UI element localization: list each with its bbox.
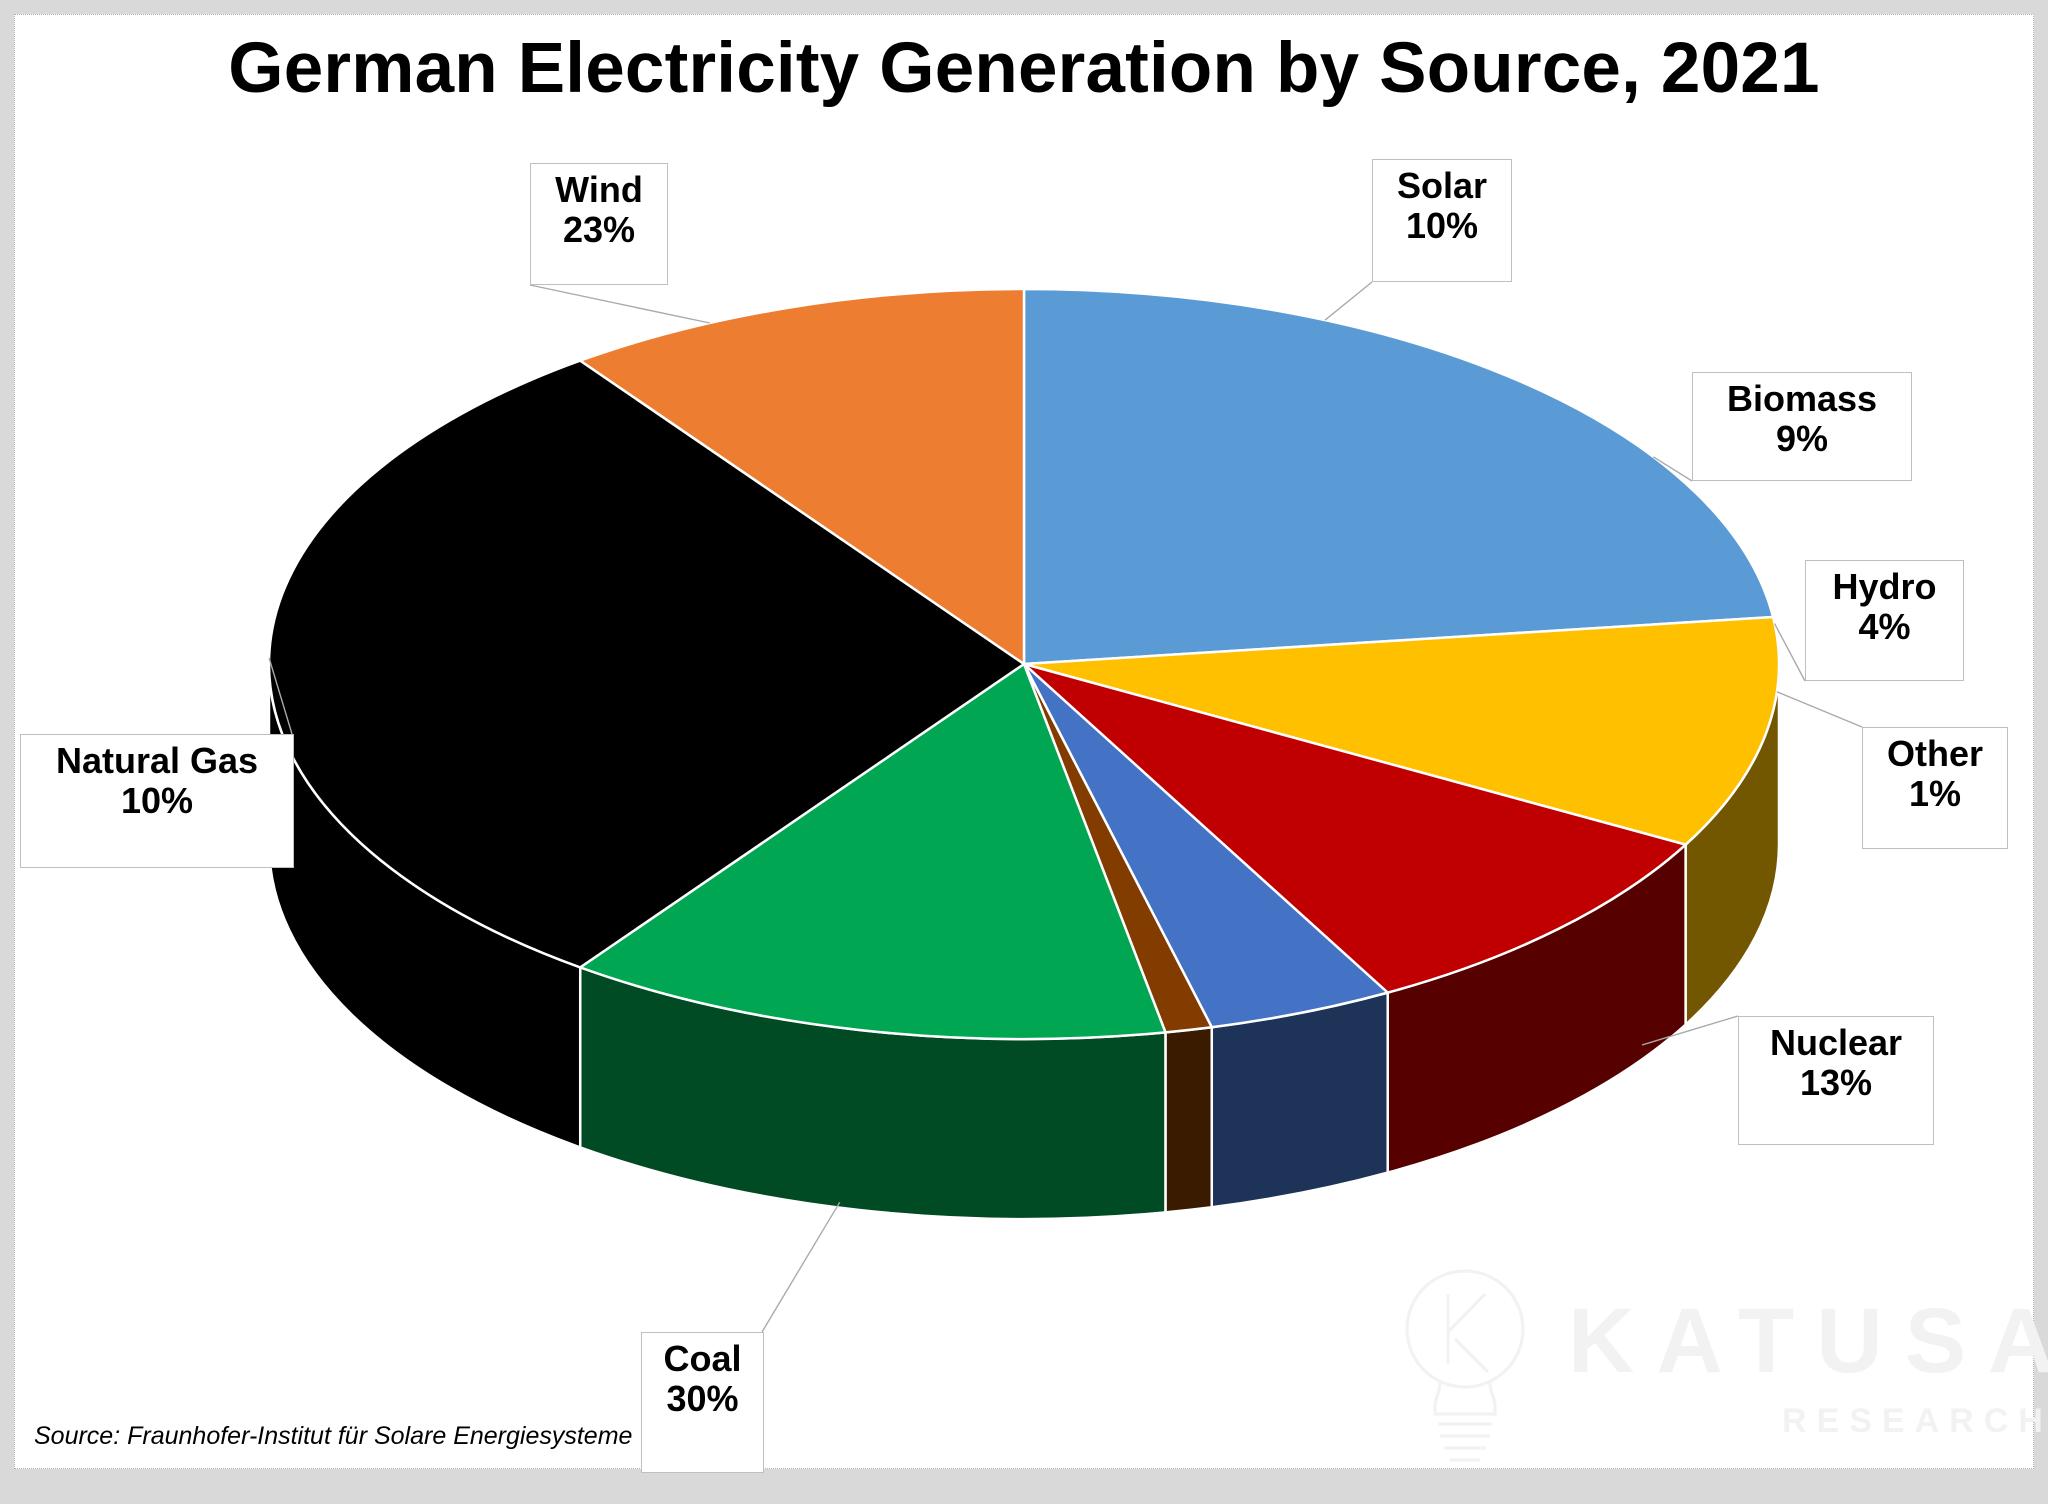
svg-text:KATUSA: KATUSA — [1568, 1290, 2048, 1392]
svg-text:RESEARCH: RESEARCH — [1782, 1402, 2048, 1440]
